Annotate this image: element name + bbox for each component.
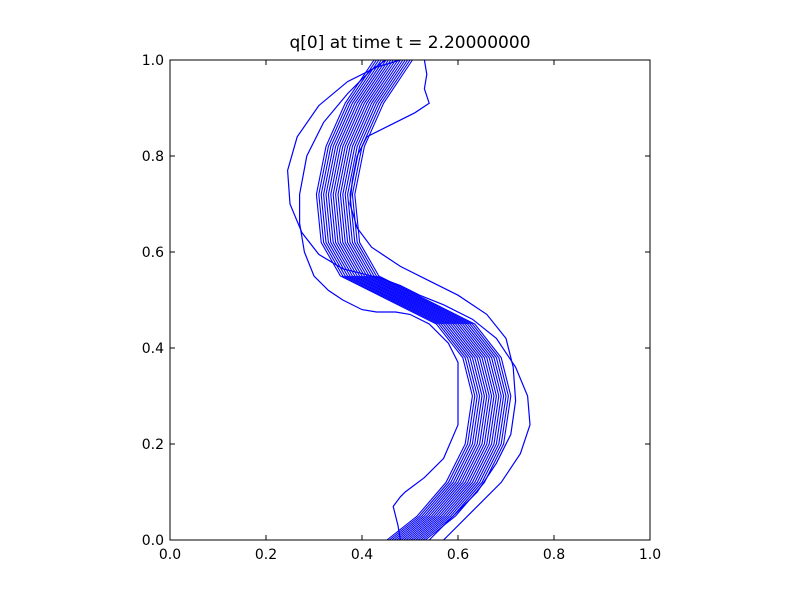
x-tick-label: 0.0 (159, 547, 181, 563)
x-tick-label: 0.4 (351, 547, 373, 563)
contour-line (286, 59, 531, 541)
x-tick-label: 0.2 (255, 547, 277, 563)
contour-line (342, 59, 500, 541)
y-tick-label: 0.6 (142, 245, 164, 261)
contour-lines (286, 59, 531, 541)
contour-line (320, 59, 478, 541)
contour-line (349, 59, 517, 541)
contour-line (318, 59, 476, 541)
contour-line (344, 59, 502, 541)
x-tick-label: 0.6 (447, 547, 469, 563)
contour-line (337, 59, 495, 541)
x-tick-label: 1.0 (639, 547, 661, 563)
contour-line (323, 59, 481, 541)
contour-line (339, 59, 497, 541)
x-tick-label: 0.8 (543, 547, 565, 563)
contour-line (327, 59, 485, 541)
y-tick-label: 0.0 (142, 533, 164, 549)
y-tick-label: 0.8 (142, 149, 164, 165)
chart-title: q[0] at time t = 2.20000000 (289, 33, 530, 53)
x-axis: 0.0 0.2 0.4 0.6 0.8 1.0 (159, 60, 661, 563)
contour-line (315, 59, 473, 541)
y-tick-label: 0.2 (142, 437, 164, 453)
contour-line (325, 59, 483, 541)
contour-line (351, 59, 509, 541)
contour-line (299, 59, 459, 541)
contour-line (347, 59, 505, 541)
contour-line (330, 59, 488, 541)
plot-frame (169, 59, 651, 541)
y-tick-label: 0.4 (142, 341, 164, 357)
y-axis: 0.0 0.2 0.4 0.6 0.8 1.0 (142, 53, 650, 549)
contour-line (332, 59, 490, 541)
y-tick-label: 1.0 (142, 53, 164, 69)
contour-line (335, 59, 493, 541)
